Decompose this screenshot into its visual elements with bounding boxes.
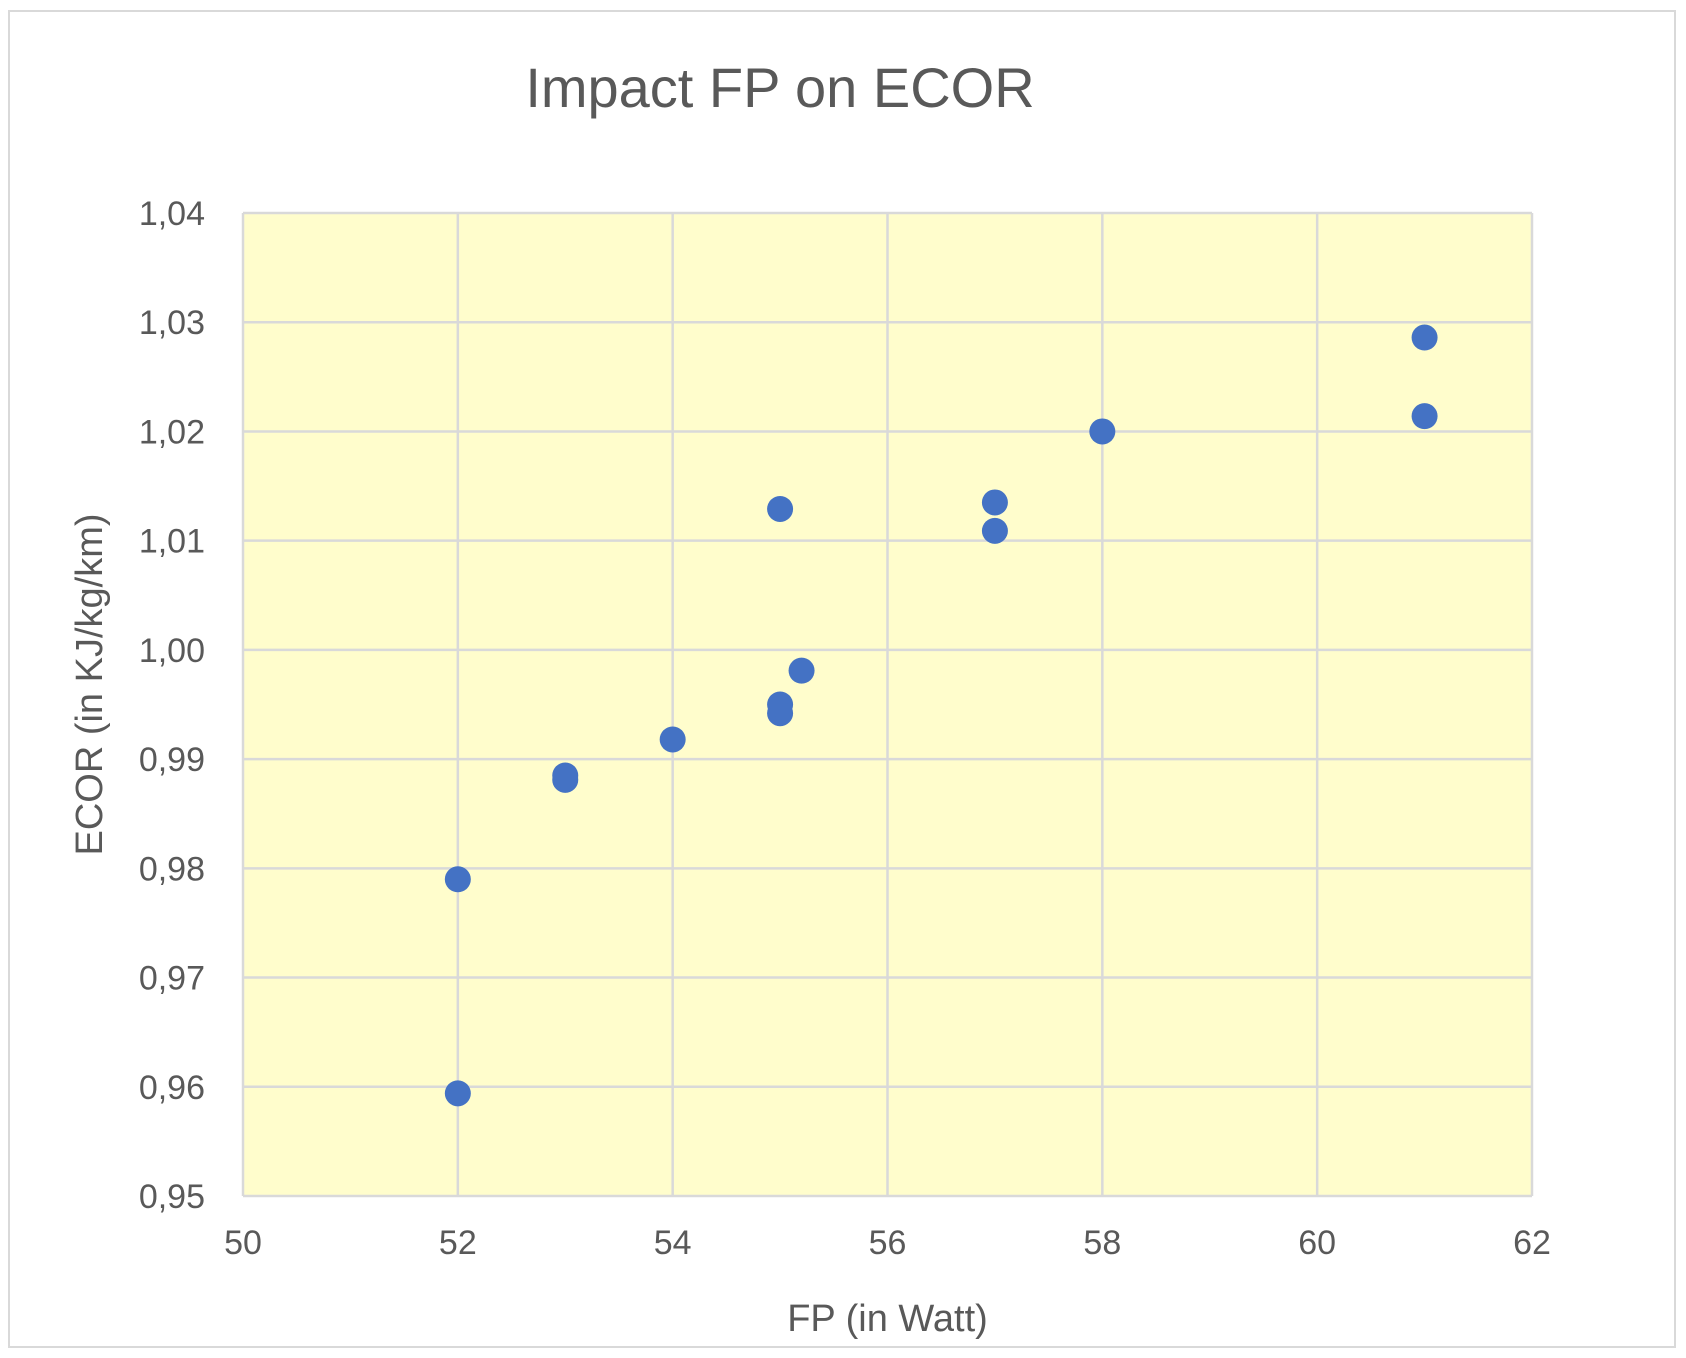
data-points	[444, 324, 1438, 1107]
y-axis-ticks: 0,95 0,96 0,97 0,98 0,99 1,00 1,01 1,02 1,03 1,04	[139, 195, 205, 1216]
y-tick-label: 1,04	[139, 195, 205, 233]
data-point	[767, 495, 794, 522]
x-tick-label: 52	[439, 1224, 477, 1262]
y-tick-label: 0,99	[139, 741, 205, 779]
data-point	[767, 691, 794, 718]
x-tick-label: 56	[869, 1224, 907, 1262]
data-point	[981, 517, 1008, 544]
y-tick-label: 1,02	[139, 413, 205, 451]
data-point	[444, 1080, 471, 1107]
x-tick-label: 50	[224, 1224, 262, 1262]
y-tick-label: 1,03	[139, 304, 205, 342]
x-axis-title: FP (in Watt)	[787, 1298, 988, 1340]
y-tick-label: 0,96	[139, 1069, 205, 1107]
x-tick-label: 62	[1513, 1224, 1551, 1262]
y-tick-label: 1,01	[139, 523, 205, 561]
x-tick-label: 58	[1083, 1224, 1121, 1262]
data-point	[1411, 403, 1438, 430]
x-tick-label: 54	[654, 1224, 692, 1262]
y-axis-title: ECOR (in KJ/kg/km)	[69, 513, 111, 855]
data-point	[981, 489, 1008, 516]
y-tick-label: 0,97	[139, 960, 205, 998]
data-point	[444, 866, 471, 893]
data-point	[1089, 418, 1116, 445]
y-tick-label: 0,98	[139, 850, 205, 888]
x-axis-ticks: 50 52 54 56 58 60 62	[224, 1224, 1551, 1262]
chart-title: Impact FP on ECOR	[525, 56, 1034, 119]
data-point	[1411, 324, 1438, 351]
y-tick-label: 1,00	[139, 632, 205, 670]
data-point	[659, 726, 686, 753]
x-tick-label: 60	[1298, 1224, 1336, 1262]
data-point	[788, 657, 815, 684]
y-tick-label: 0,95	[139, 1178, 205, 1216]
data-point	[552, 762, 579, 789]
